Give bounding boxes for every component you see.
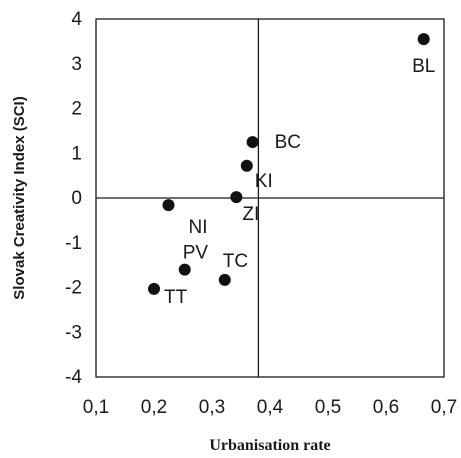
- data-point: [417, 33, 430, 46]
- x-tick-label: 0,2: [141, 397, 167, 418]
- x-tick-label: 0,6: [373, 397, 399, 418]
- data-point: [246, 136, 259, 149]
- x-axis-label: Urbanisation rate: [209, 437, 330, 454]
- x-tick-label: 0,3: [199, 397, 225, 418]
- y-tick-label: -2: [65, 278, 82, 299]
- data-point-label: BC: [275, 132, 301, 153]
- data-point-label: ZI: [242, 204, 259, 225]
- data-point: [148, 282, 160, 295]
- data-point-label: NI: [189, 217, 208, 238]
- data-point-label: TT: [164, 287, 188, 308]
- data-point-label: KI: [255, 171, 273, 192]
- data-point-label: PV: [183, 243, 209, 264]
- data-point: [162, 199, 175, 212]
- y-tick-label: -4: [65, 367, 82, 388]
- y-axis-label: Slovak Creativity Index (SCI): [11, 96, 28, 299]
- data-point-label: BL: [412, 56, 435, 77]
- y-tick-label: 1: [71, 143, 82, 164]
- y-tick-label: 3: [71, 54, 82, 75]
- data-point: [178, 263, 191, 276]
- y-tick-label: 4: [71, 9, 82, 30]
- y-tick-label: 2: [71, 99, 82, 120]
- x-tick-label: 0,5: [315, 397, 341, 418]
- x-tick-label: 0,4: [257, 397, 284, 418]
- y-tick-label: -3: [65, 322, 82, 343]
- data-point: [230, 191, 243, 204]
- y-tick-label: -1: [65, 233, 82, 254]
- data-point: [240, 159, 253, 172]
- x-tick-label: 0,1: [83, 397, 109, 418]
- y-tick-label: 0: [71, 188, 82, 209]
- data-point: [218, 273, 231, 286]
- data-point-label: TC: [223, 251, 248, 272]
- x-tick-label: 0,7: [431, 397, 457, 418]
